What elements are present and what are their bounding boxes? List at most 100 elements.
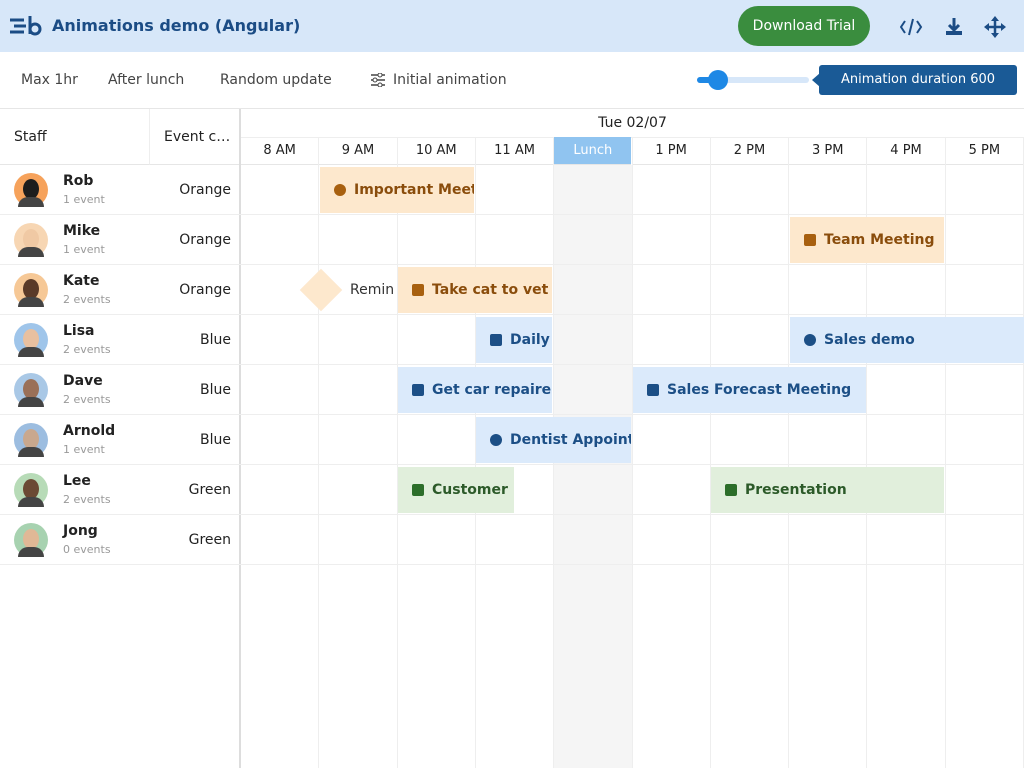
header: Animations demo (Angular) Download Trial [0, 0, 1024, 52]
staff-name: Arnold [63, 423, 116, 439]
row-line [0, 514, 1024, 515]
event-color: Orange [179, 282, 231, 298]
event-icon [412, 384, 424, 396]
avatar-body [18, 497, 44, 507]
event-bar[interactable]: Take cat to vet [398, 267, 552, 313]
avatar-body [18, 547, 44, 557]
event-count: 2 events [63, 293, 111, 306]
hour-header: 11 AM [475, 137, 554, 165]
event-count: 2 events [63, 493, 111, 506]
avatar-face [23, 329, 39, 349]
hour-header: 10 AM [397, 137, 475, 165]
row-line [0, 364, 1024, 365]
header-icons[interactable] [900, 16, 1010, 38]
event-icon [804, 234, 816, 246]
event-color: Blue [200, 382, 231, 398]
staff-name: Lee [63, 473, 91, 489]
lunch-shade [554, 165, 633, 768]
event-icon [804, 334, 816, 346]
row-line [0, 464, 1024, 465]
column-line [396, 137, 398, 768]
staff-name: Jong [63, 523, 98, 539]
avatar-face [23, 379, 39, 399]
hour-header: 5 PM [945, 137, 1023, 165]
event-icon [490, 334, 502, 346]
hour-header: Lunch [554, 137, 632, 165]
avatar-body [18, 447, 44, 457]
divider [239, 109, 241, 768]
event-bar[interactable]: Sales Forecast Meeting [633, 367, 866, 413]
staff-name: Kate [63, 273, 100, 289]
toolbar-button[interactable]: Random update [220, 72, 332, 88]
logo [10, 16, 42, 36]
row-line [0, 314, 1024, 315]
column-line [318, 137, 320, 768]
tooltip-arrow [812, 73, 820, 87]
event-bar[interactable]: Dentist Appoint [476, 417, 631, 463]
avatar-face [23, 529, 39, 549]
event-count: 0 events [63, 543, 111, 556]
row-line [0, 264, 1024, 265]
milestone-label: Remin [350, 282, 395, 298]
slider[interactable] [695, 68, 811, 92]
milestone [299, 268, 343, 312]
event-icon [412, 284, 424, 296]
event-icon [725, 484, 737, 496]
event-count: 2 events [63, 343, 111, 356]
event-bar[interactable]: Presentation [711, 467, 944, 513]
avatar-face [23, 229, 39, 249]
staff-name: Mike [63, 223, 101, 239]
column-line [944, 137, 946, 768]
toolbar-button[interactable]: After lunch [108, 72, 185, 88]
toolbar-button[interactable]: Max 1hr [21, 72, 78, 88]
event-icon [334, 184, 346, 196]
settings-icon [371, 73, 385, 87]
column-header: Event c… [150, 109, 240, 165]
hour-header: 8 AM [241, 137, 319, 165]
avatar-body [18, 347, 44, 357]
hour-header: 1 PM [632, 137, 710, 165]
column-header: Staff [0, 109, 150, 165]
staff-name: Rob [63, 173, 94, 189]
toolbar-button[interactable]: Initial animation [393, 72, 507, 88]
event-icon [647, 384, 659, 396]
hour-header: 3 PM [789, 137, 867, 165]
avatar-face [23, 479, 39, 499]
hour-header: 2 PM [710, 137, 789, 165]
avatar-face [23, 179, 39, 199]
avatar-face [23, 279, 39, 299]
event-count: 1 event [63, 193, 105, 206]
event-color: Green [188, 532, 231, 548]
row-line [0, 214, 1024, 215]
event-count: 1 event [63, 243, 105, 256]
event-bar[interactable]: Sales demo [790, 317, 1024, 363]
event-icon [412, 484, 424, 496]
staff-name: Lisa [63, 323, 95, 339]
event-color: Green [188, 482, 231, 498]
event-color: Blue [200, 332, 231, 348]
event-color: Orange [179, 182, 231, 198]
column-line [788, 137, 790, 768]
event-bar[interactable]: Important Meet [320, 167, 474, 213]
event-color: Orange [179, 232, 231, 248]
column-line [474, 137, 476, 768]
staff-name: Dave [63, 373, 103, 389]
download-button[interactable]: Download Trial [738, 6, 870, 46]
event-bar[interactable]: Team Meeting [790, 217, 944, 263]
column-line [866, 137, 868, 768]
row-line [0, 414, 1024, 415]
scheduler: Staff Event c… Tue 02/07 8 AM 9 AM 10 AM 11 AM… [0, 109, 1024, 768]
toolbar [0, 52, 1024, 109]
column-line [709, 137, 711, 768]
event-icon [490, 434, 502, 446]
date-header: Tue 02/07 [241, 109, 1024, 138]
avatar-face [23, 429, 39, 449]
event-bar[interactable]: Daily [476, 317, 552, 363]
avatar-body [18, 197, 44, 207]
event-count: 2 events [63, 393, 111, 406]
avatar-body [18, 297, 44, 307]
event-color: Blue [200, 432, 231, 448]
app-title: Animations demo (Angular) [52, 16, 301, 35]
avatar-body [18, 247, 44, 257]
